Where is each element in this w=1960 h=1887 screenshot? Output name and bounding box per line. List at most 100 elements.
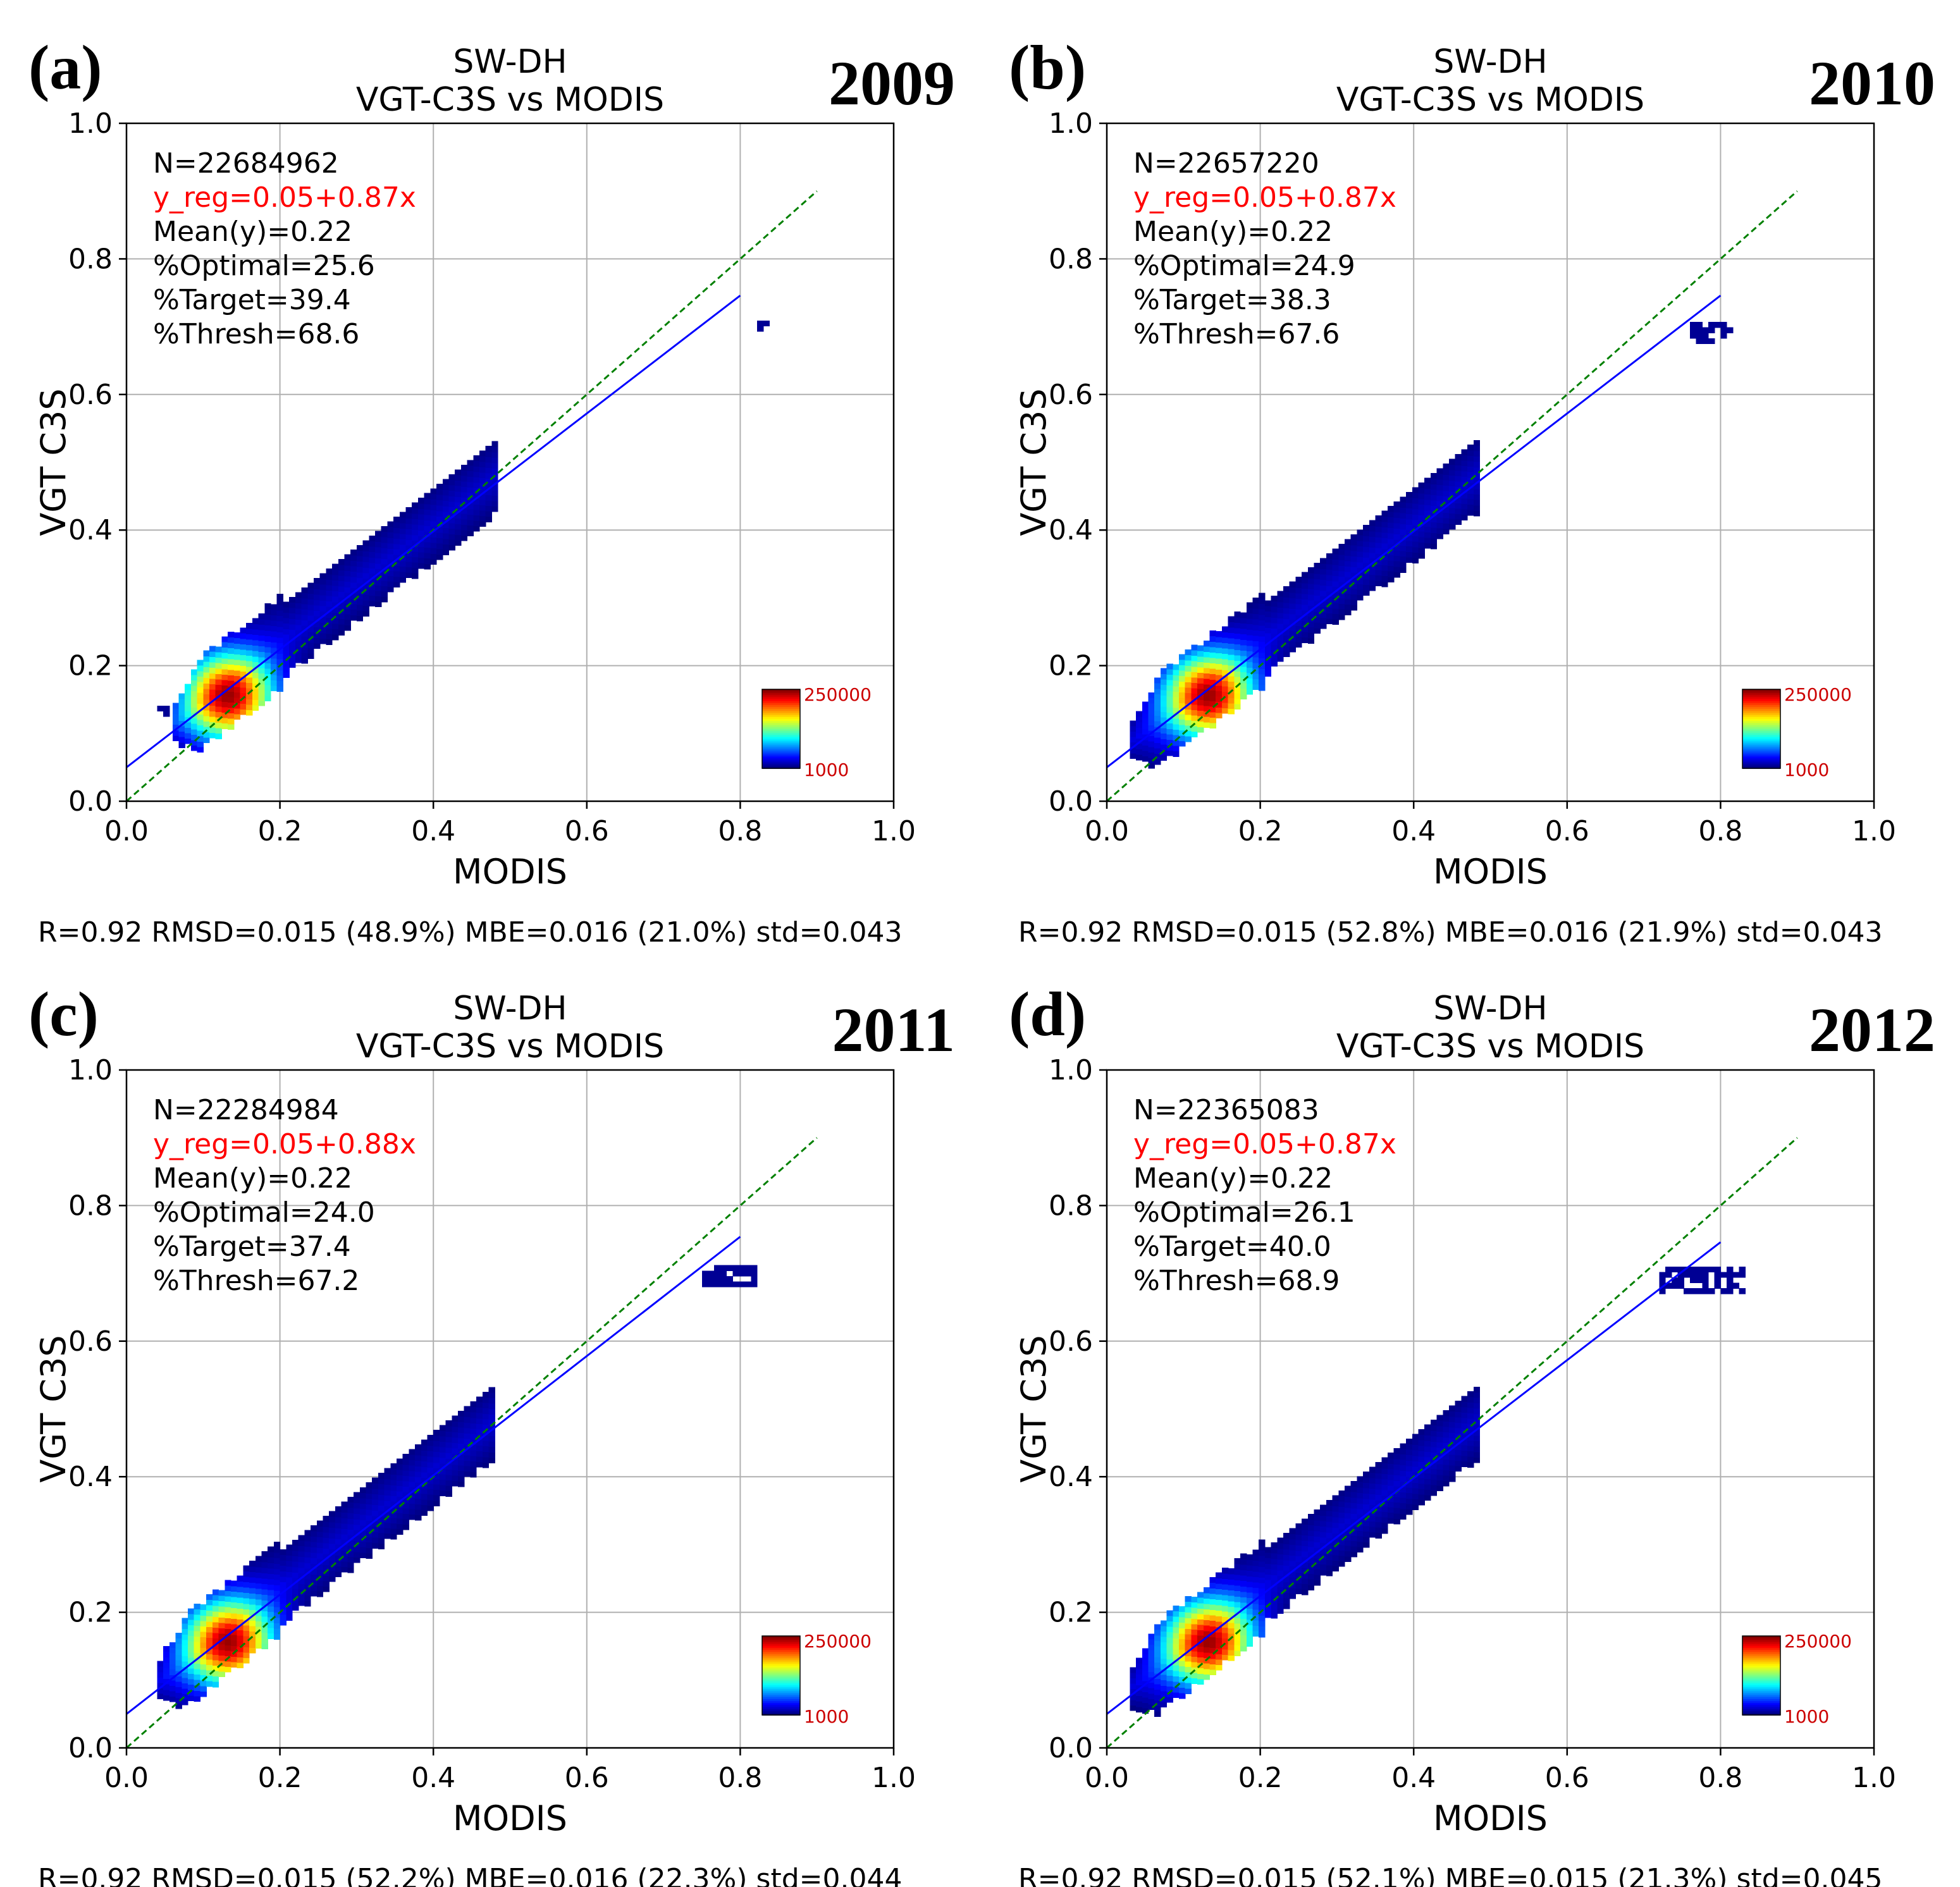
density-cell: [185, 727, 192, 734]
density-cell: [1307, 1573, 1315, 1580]
colorbar-min-label: 1000: [1784, 1706, 1829, 1727]
density-cell: [1240, 1635, 1247, 1641]
density-cell: [1277, 1537, 1284, 1544]
density-cell: [1148, 698, 1155, 704]
outlier-cell: [757, 320, 764, 327]
density-cell: [264, 690, 271, 696]
density-cell: [1240, 639, 1247, 646]
density-cell: [1240, 661, 1247, 667]
density-cell: [225, 1650, 231, 1656]
density-cell: [301, 658, 308, 664]
density-cell: [286, 1614, 293, 1621]
density-cell: [338, 602, 345, 608]
density-cell: [1345, 1534, 1352, 1540]
density-cell: [311, 1579, 317, 1586]
density-cell: [185, 738, 192, 744]
density-cell: [1357, 594, 1364, 601]
density-cell: [323, 1564, 330, 1571]
density-cell: [1350, 1486, 1358, 1492]
density-cell: [482, 1451, 490, 1458]
outlier-cell: [1720, 322, 1727, 328]
density-cell: [1209, 717, 1216, 723]
density-cell: [1252, 1577, 1259, 1583]
density-cell: [433, 1446, 440, 1453]
density-cell: [1430, 505, 1438, 512]
density-cell: [1350, 550, 1358, 556]
density-cell: [1271, 1547, 1278, 1554]
density-cell: [1271, 644, 1278, 651]
density-cell: [417, 503, 425, 509]
density-cell: [1246, 678, 1254, 684]
density-cell: [390, 1463, 397, 1470]
density-cell: [1154, 715, 1161, 722]
density-cell: [1320, 623, 1327, 629]
density-cell: [268, 1546, 274, 1552]
density-cell: [344, 619, 351, 625]
density-cell: [203, 715, 210, 722]
density-cell: [384, 1489, 391, 1496]
density-cell: [1418, 553, 1425, 559]
density-cell: [390, 1468, 397, 1475]
density-cell: [1473, 477, 1481, 484]
density-cell: [1375, 1511, 1382, 1517]
density-cell: [212, 1638, 219, 1644]
density-cell: [1179, 735, 1186, 742]
density-cell: [280, 1614, 287, 1620]
density-cell: [228, 642, 235, 649]
density-cell: [1332, 1554, 1339, 1561]
density-cell: [1302, 615, 1309, 622]
density-cell: [1406, 556, 1413, 563]
density-cell: [412, 519, 419, 525]
density-cell: [1130, 1688, 1137, 1695]
density-cell: [316, 1569, 324, 1575]
density-cell: [335, 1528, 342, 1534]
density-cell: [448, 507, 455, 513]
density-cell: [1350, 556, 1358, 562]
density-cell: [1216, 1616, 1223, 1622]
density-cell: [445, 1442, 452, 1448]
colorbar-segment: [762, 1636, 800, 1638]
density-cell: [1228, 1606, 1235, 1613]
density-cell: [246, 699, 253, 705]
density-cell: [1375, 1489, 1382, 1496]
density-cell: [1363, 574, 1370, 580]
density-cell: [1259, 641, 1266, 648]
density-cell: [1369, 531, 1376, 537]
density-cell: [1350, 583, 1358, 589]
density-cell: [1436, 500, 1443, 507]
density-cell: [1412, 530, 1419, 537]
density-cell: [264, 657, 271, 664]
outlier-cell: [720, 1281, 727, 1288]
density-cell: [1173, 664, 1180, 670]
colorbar-segment: [1742, 1665, 1780, 1668]
density-cell: [1179, 659, 1186, 666]
density-cell: [169, 1642, 176, 1648]
density-cell: [1277, 607, 1284, 613]
density-cell: [206, 1659, 213, 1665]
density-cell: [329, 1511, 336, 1517]
density-cell: [1246, 1559, 1254, 1566]
density-cell: [194, 1668, 201, 1675]
density-cell: [1203, 1603, 1211, 1609]
density-cell: [381, 542, 388, 548]
density-cell: [482, 1397, 490, 1403]
density-cell: [476, 1451, 483, 1457]
density-cell: [1191, 688, 1198, 694]
density-cell: [200, 1653, 207, 1659]
colorbar-segment: [1742, 695, 1780, 698]
density-cell: [335, 1511, 342, 1518]
density-cell: [350, 560, 357, 567]
density-cell: [424, 541, 431, 548]
density-cell: [1240, 1613, 1247, 1620]
density-cell: [1234, 1612, 1241, 1619]
density-cell: [237, 1635, 243, 1642]
density-cell: [258, 694, 265, 701]
density-cell: [433, 1468, 440, 1474]
density-cell: [221, 641, 228, 648]
density-cell: [1191, 1596, 1198, 1603]
density-cell: [1326, 1527, 1333, 1533]
density-cell: [1289, 1561, 1296, 1567]
density-cell: [1246, 1597, 1254, 1604]
density-cell: [203, 683, 210, 689]
colorbar-min-label: 1000: [804, 759, 849, 780]
